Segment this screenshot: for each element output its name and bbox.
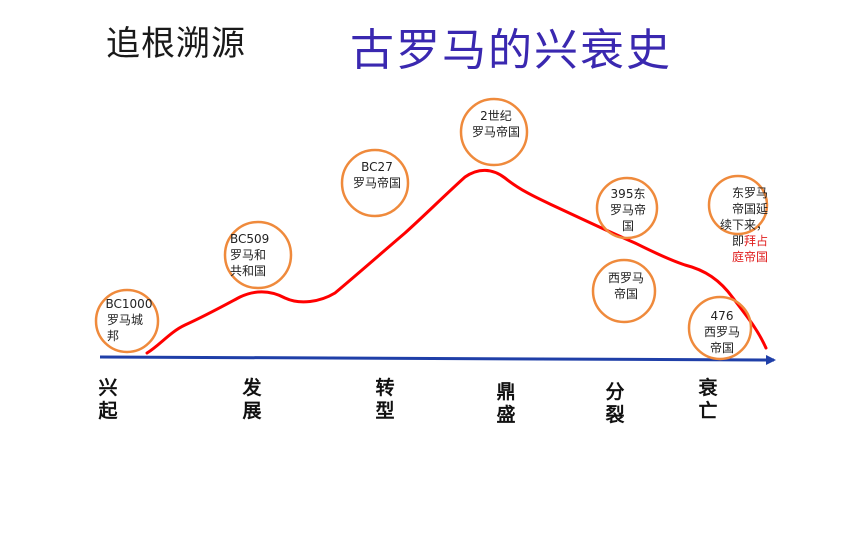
event-bc1000-line-2: 罗马城	[107, 313, 144, 327]
stage-rise-char-1: 兴	[98, 377, 118, 399]
stage-decline-char-2: 亡	[698, 400, 718, 422]
event-east-highlight-1: 拜占	[743, 234, 768, 248]
stage-transition-char-2: 型	[375, 400, 395, 422]
event-circle-bc27	[340, 148, 410, 218]
event-y395-line-2: 罗马帝	[609, 203, 646, 217]
stage-peak: 鼎 盛	[494, 381, 518, 427]
event-circle-west	[591, 258, 657, 324]
event-bc27-line-2: 罗马帝国	[352, 176, 401, 190]
event-circle-bc509	[223, 220, 293, 290]
stage-split-char-2: 裂	[605, 404, 625, 426]
event-label-bc1000: BC1000 罗马城 邦	[101, 296, 157, 344]
event-west-line-2: 帝国	[613, 287, 638, 301]
stage-decline-char-1: 衰	[698, 377, 718, 399]
event-bc509-line-2: 罗马和	[230, 248, 267, 262]
event-y476-line-2: 西罗马	[703, 325, 740, 339]
event-east-line-3: 续下来，	[719, 218, 768, 232]
event-label-west: 西罗马 帝国	[598, 270, 654, 302]
page-title: 古罗马的兴衰史	[350, 25, 672, 76]
event-y476-line-3: 帝国	[709, 341, 734, 355]
stage-development: 发 展	[240, 377, 264, 423]
event-circle-y476	[687, 295, 753, 361]
event-east-line-2: 帝国延	[731, 202, 768, 216]
timeline-axis	[99, 354, 776, 365]
event-c2-line-1: 2世纪	[480, 109, 512, 123]
stage-transition: 转 型	[373, 377, 397, 423]
event-label-east: 东罗马 帝国延 续下来， 即拜占 庭帝国	[696, 185, 768, 265]
event-y395-line-1: 395东	[610, 187, 646, 201]
event-label-y395: 395东 罗马帝 国	[600, 186, 656, 234]
stage-split-char-1: 分	[605, 381, 625, 403]
stage-peak-char-2: 盛	[496, 404, 516, 426]
event-bc27-line-1: BC27	[361, 160, 393, 174]
event-bc1000-line-3: 邦	[107, 329, 120, 343]
stage-development-char-1: 发	[242, 377, 262, 399]
stage-rise: 兴 起	[96, 377, 120, 423]
event-circle-east	[707, 174, 769, 236]
event-east-line-4: 即拜占	[696, 233, 768, 249]
event-y395-line-3: 国	[621, 219, 634, 233]
event-east-prefix: 即	[731, 234, 744, 248]
event-bc509-line-1: BC509	[230, 232, 270, 246]
event-label-y476: 476 西罗马 帝国	[694, 308, 750, 356]
event-label-c2: 2世纪 罗马帝国	[463, 108, 529, 140]
subject-heading: 追根溯源	[106, 24, 246, 64]
event-label-bc27: BC27 罗马帝国	[345, 159, 409, 191]
event-c2-line-2: 罗马帝国	[471, 125, 520, 139]
event-circle-bc1000	[94, 288, 160, 354]
stage-decline: 衰 亡	[696, 377, 720, 423]
rise-fall-curve	[145, 168, 768, 355]
event-label-bc509: BC509 罗马和 共和国	[230, 231, 288, 279]
stage-development-char-2: 展	[242, 400, 262, 422]
event-circle-y395	[595, 176, 659, 240]
event-east-highlight-2: 庭帝国	[731, 250, 768, 264]
event-y476-line-1: 476	[710, 309, 734, 323]
stage-split: 分 裂	[603, 381, 627, 427]
event-bc1000-line-1: BC1000	[105, 297, 153, 311]
stage-rise-char-2: 起	[98, 400, 118, 422]
event-west-line-1: 西罗马	[607, 271, 644, 285]
stage-peak-char-1: 鼎	[496, 381, 516, 403]
event-east-line-1: 东罗马	[731, 186, 768, 200]
stage-transition-char-1: 转	[375, 377, 395, 399]
event-bc509-line-3: 共和国	[230, 264, 267, 278]
event-circle-c2	[459, 97, 529, 167]
